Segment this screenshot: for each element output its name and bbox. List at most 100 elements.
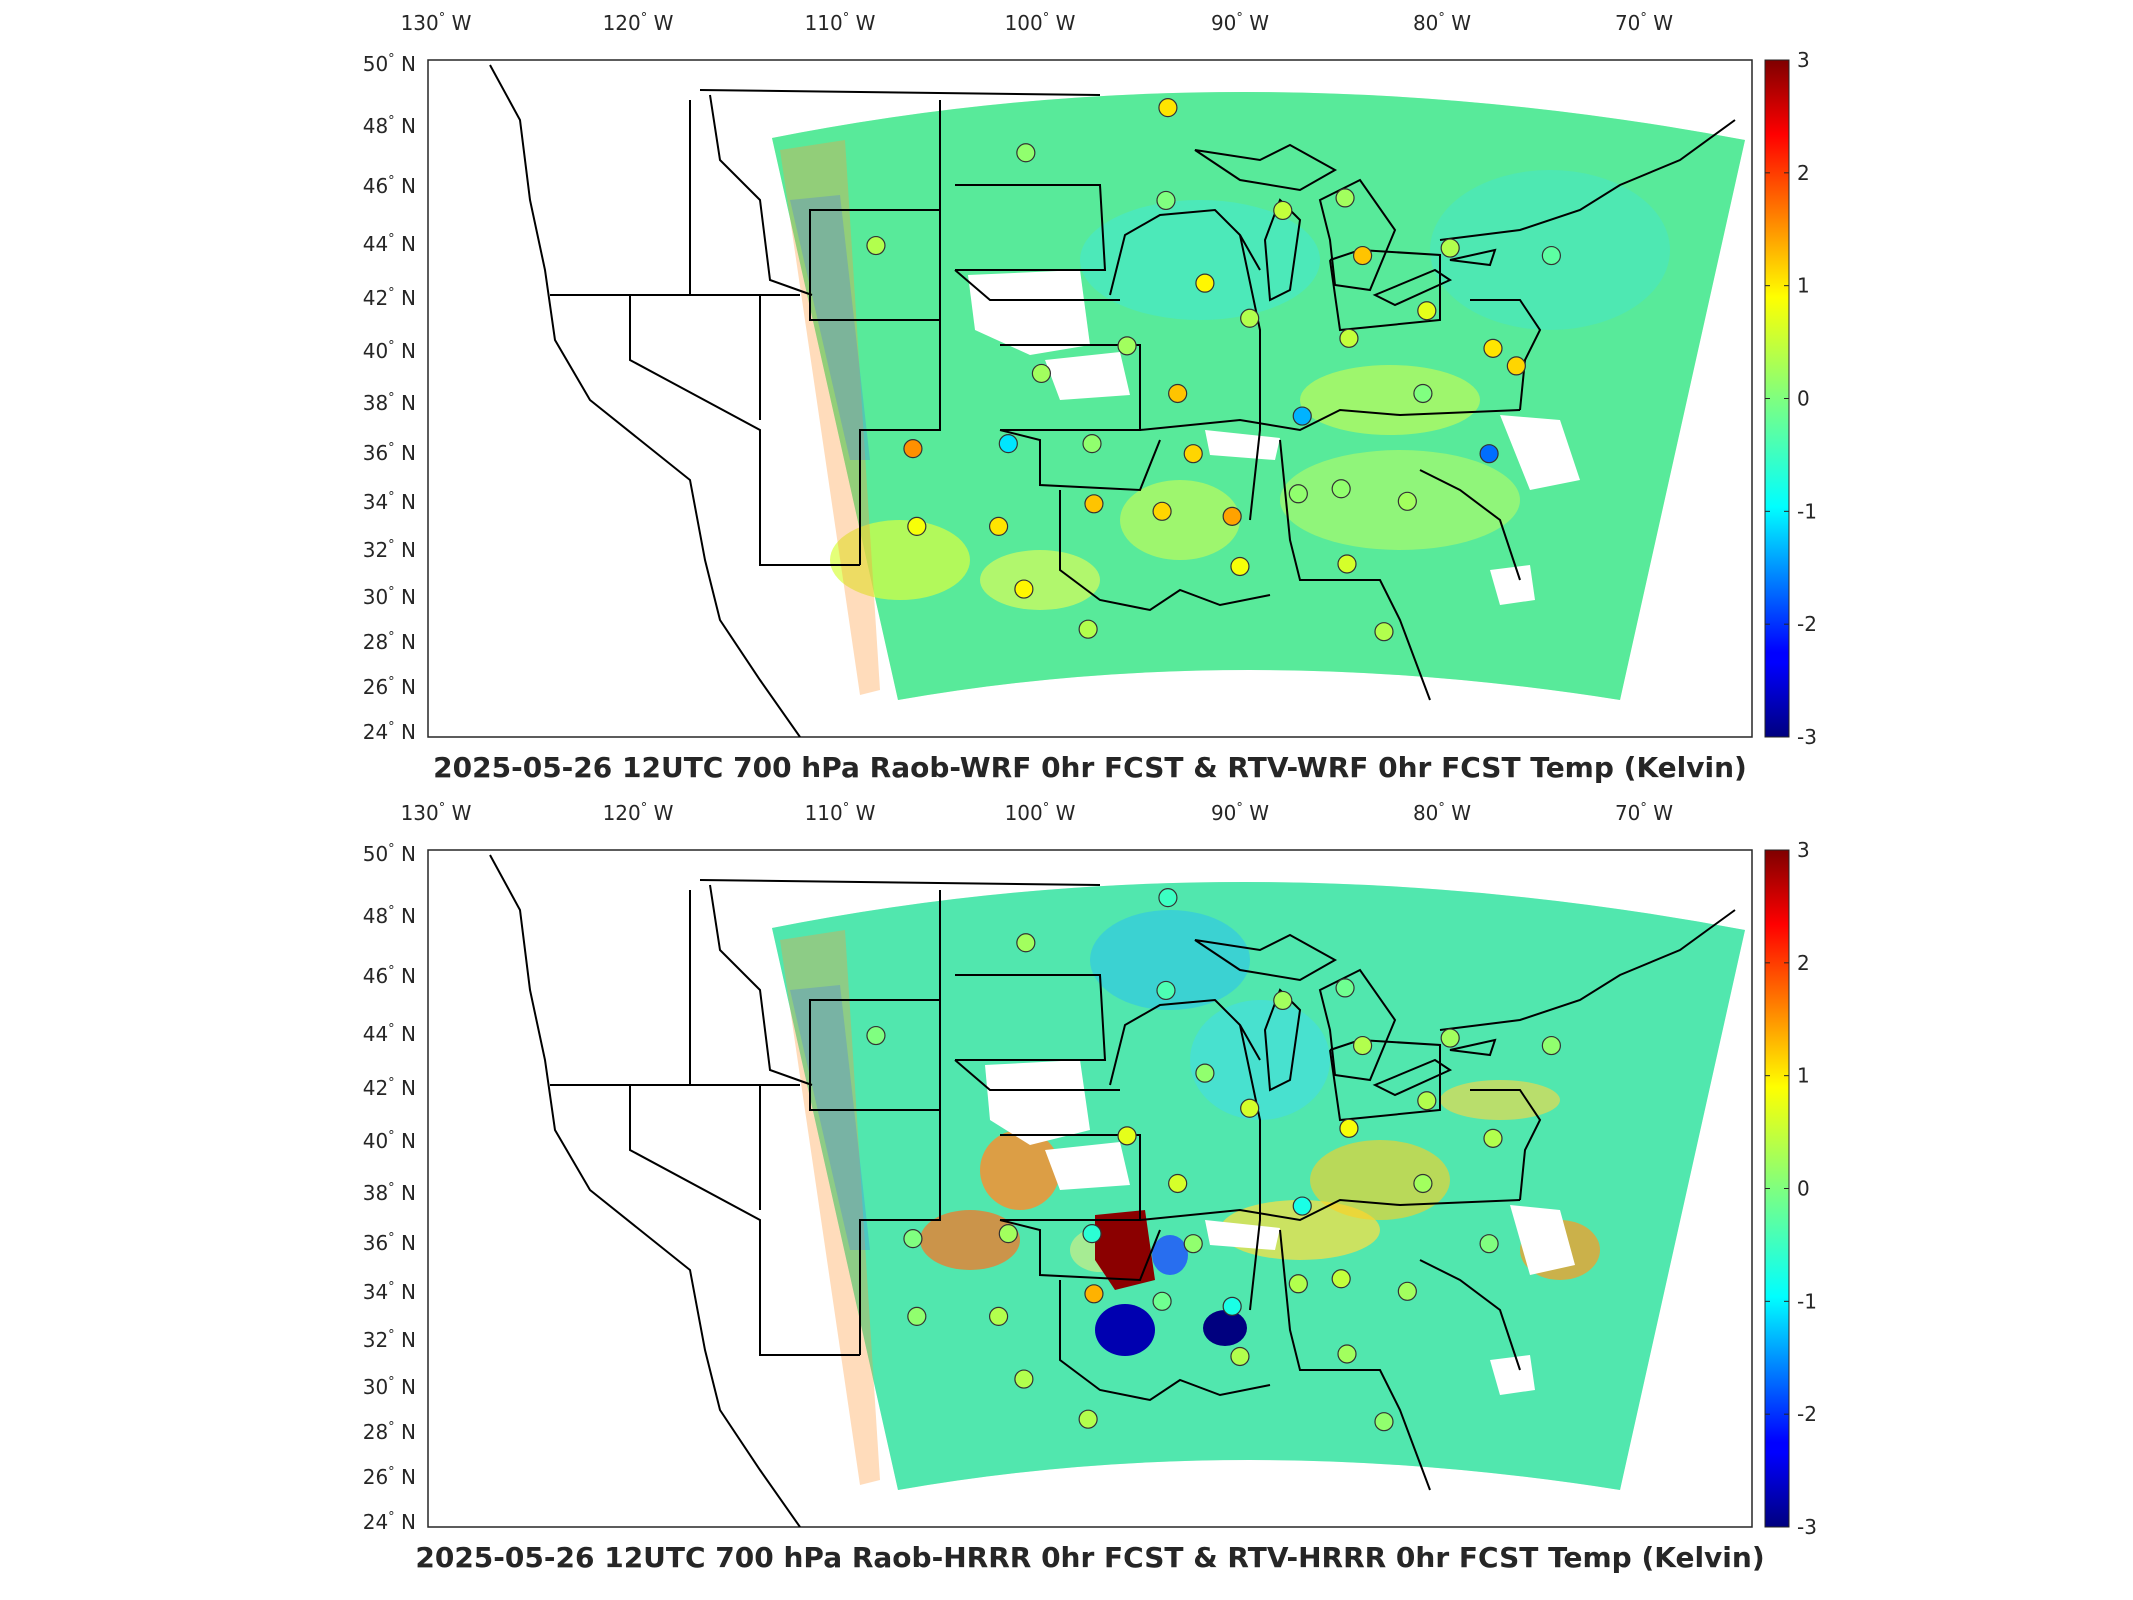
- latitude-label: 50° N: [363, 842, 416, 866]
- raob-station-marker: [1084, 494, 1104, 514]
- raob-station-marker: [1292, 1196, 1312, 1216]
- raob-station-marker: [1413, 383, 1433, 404]
- model-domain-field: [772, 91, 1745, 700]
- missing-data: [1490, 565, 1535, 605]
- colorbar-tick-label: 2: [1797, 951, 1810, 975]
- raob-station-marker: [1117, 1126, 1137, 1146]
- latitude-label: 42° N: [363, 286, 416, 310]
- longitude-label: 80° W: [1413, 801, 1471, 825]
- raob-station-marker: [1352, 1035, 1373, 1056]
- colorbar-tick-label: -1: [1797, 499, 1817, 523]
- panel-wrf-map: 3 2 1 0 -1 -2 -3 130° W 120° W 110° W 100° W 90° W…: [363, 11, 1817, 784]
- state-borders: [489, 64, 1736, 737]
- cold-anomaly: [1152, 1235, 1188, 1275]
- latitude-label: 32° N: [363, 1328, 416, 1352]
- longitude-label: 100° W: [1005, 11, 1076, 35]
- missing-data: [1205, 1220, 1280, 1250]
- raob-station-marker: [1352, 245, 1373, 266]
- raob-station-marker: [1156, 190, 1176, 211]
- raob-station-marker: [1152, 501, 1172, 521]
- longitude-label: 80° W: [1413, 11, 1471, 35]
- longitude-labels: 130° W 120° W 110° W 100° W 90° W 80° W 70° W: [401, 11, 1674, 35]
- raob-station-marker: [1195, 273, 1215, 293]
- longitude-label: 120° W: [603, 11, 674, 35]
- latitude-label: 26° N: [363, 1465, 416, 1489]
- raob-station-marker: [1506, 356, 1526, 376]
- raob-station-marker: [1541, 1035, 1561, 1056]
- longitude-label: 130° W: [401, 11, 472, 35]
- noisy-edge: [780, 930, 880, 1485]
- latitude-labels: 50° N 48° N 46° N 44° N 42° N 40° N 38° N 36° N…: [363, 52, 416, 744]
- raob-station-marker: [1183, 444, 1203, 464]
- raob-station-marker: [1016, 143, 1036, 163]
- raob-station-marker: [1288, 1274, 1308, 1294]
- raob-station-marker: [1168, 383, 1188, 404]
- longitude-label: 130° W: [401, 801, 472, 825]
- raob-station-marker: [998, 1224, 1018, 1244]
- raob-station-marker: [1479, 1234, 1499, 1254]
- raob-station-marker: [1031, 363, 1052, 384]
- latitude-label: 34° N: [363, 1280, 416, 1304]
- latitude-label: 40° N: [363, 1129, 416, 1153]
- missing-data: [1045, 1142, 1130, 1190]
- colorbar-tick-label: 0: [1797, 1177, 1810, 1201]
- raob-station-marker: [1335, 978, 1355, 998]
- latitude-label: 38° N: [363, 391, 416, 415]
- latitude-labels: 50° N 48° N 46° N 44° N 42° N 40° N 38° N 36° N…: [363, 842, 416, 1534]
- raob-station-marker: [1541, 245, 1561, 266]
- raob-station-marker: [1195, 1063, 1215, 1083]
- raob-station-marker: [1156, 980, 1176, 1001]
- raob-station-marker: [1397, 491, 1417, 511]
- missing-data: [1205, 430, 1280, 460]
- longitude-label: 70° W: [1615, 11, 1673, 35]
- raob-station-marker: [866, 1025, 886, 1046]
- raob-station-marker: [1337, 1344, 1357, 1364]
- raob-station-marker: [866, 235, 886, 256]
- latitude-label: 30° N: [363, 1375, 416, 1399]
- raob-station-marker: [988, 516, 1009, 536]
- raob-station-marker: [1078, 619, 1098, 639]
- raob-station-marker: [1084, 1284, 1104, 1304]
- raob-station-marker: [1014, 579, 1034, 599]
- cool-anomaly: [1080, 200, 1320, 320]
- colorbar-tick-label: 0: [1797, 387, 1810, 411]
- latitude-label: 32° N: [363, 538, 416, 562]
- raob-station-marker: [1374, 1412, 1394, 1432]
- raob-station-marker: [1183, 1234, 1203, 1254]
- raob-station-marker: [1222, 1296, 1242, 1316]
- latitude-label: 30° N: [363, 585, 416, 609]
- raob-station-marker: [1117, 336, 1137, 356]
- raob-station-marker: [1413, 1173, 1433, 1194]
- longitude-label: 120° W: [603, 801, 674, 825]
- colorbar-tick-label: 1: [1797, 1064, 1810, 1088]
- colorbar-ticks: 3 2 1 0 -1 -2 -3: [1765, 48, 1817, 749]
- longitude-labels: 130° W 120° W 110° W 100° W 90° W 80° W 70° W: [401, 801, 1674, 825]
- raob-station-marker: [1158, 888, 1178, 908]
- raob-station-marker: [1082, 1224, 1102, 1244]
- latitude-label: 42° N: [363, 1076, 416, 1100]
- warm-anomaly: [980, 550, 1100, 610]
- colorbar-tick-label: 3: [1797, 838, 1810, 862]
- raob-station-marker: [1288, 484, 1308, 504]
- raob-station-marker: [1240, 1098, 1260, 1118]
- raob-station-marker: [1479, 444, 1499, 464]
- latitude-label: 48° N: [363, 904, 416, 928]
- colorbar-tick-label: -3: [1797, 725, 1817, 749]
- raob-station-marker: [907, 516, 927, 536]
- colorbar-ticks: 3 2 1 0 -1 -2 -3: [1765, 838, 1817, 1539]
- raob-station-marker: [1339, 1118, 1359, 1138]
- raob-station-marker: [1240, 308, 1260, 328]
- colorbar-tick-label: 3: [1797, 48, 1810, 72]
- raob-station-marker: [1417, 1091, 1437, 1111]
- raob-station-marker: [1222, 506, 1242, 526]
- warm-anomaly: [1120, 480, 1240, 560]
- longitude-label: 110° W: [805, 801, 876, 825]
- colorbar-tick-label: 1: [1797, 274, 1810, 298]
- raob-station-marker: [1397, 1281, 1417, 1301]
- latitude-label: 24° N: [363, 1510, 416, 1534]
- raob-station-marker: [1417, 301, 1437, 321]
- raob-station-marker: [1273, 990, 1293, 1011]
- missing-data: [985, 1060, 1090, 1145]
- latitude-label: 24° N: [363, 720, 416, 744]
- raob-station-marker: [1335, 188, 1355, 208]
